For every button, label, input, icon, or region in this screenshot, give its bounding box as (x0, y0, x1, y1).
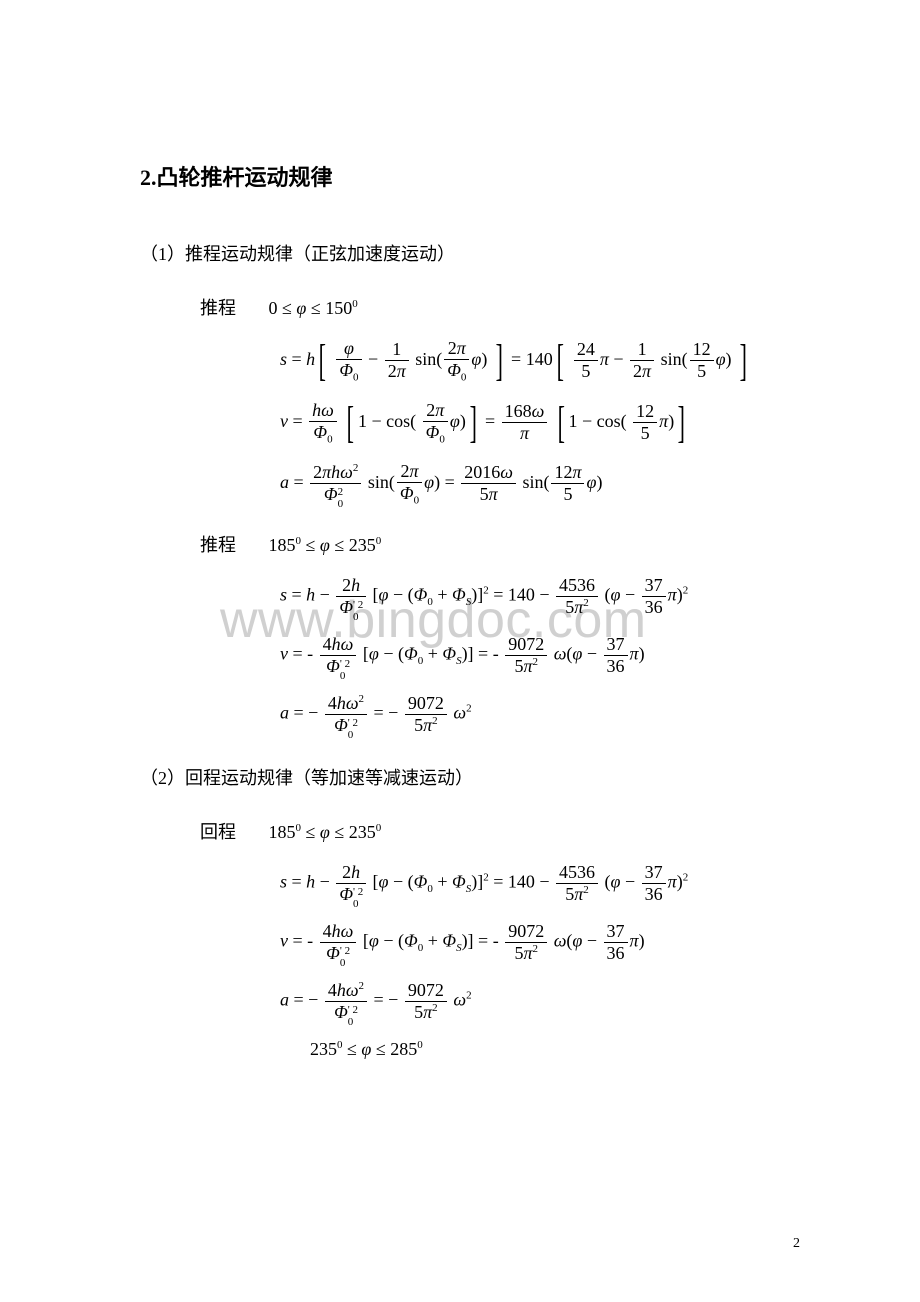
push-label-2: 推程 (200, 535, 236, 555)
eq-s2: s = h − 2hΦ' 20 [φ − (Φ0 + ΦS)]2 = 140 −… (280, 575, 800, 618)
eq-v1: v = hωΦ0 [1 − cos( 2πΦ0φ)] = 168ωπ [1 − … (280, 400, 800, 446)
eq-a2: a = − 4hω2Φ' 20 = − 90725π2 ω2 (280, 693, 800, 736)
eq-v2: v = - 4hωΦ' 20 [φ − (Φ0 + ΦS)] = - 90725… (280, 634, 800, 677)
push-range-1: 推程 0 ≤ φ ≤ 1500 (200, 294, 800, 320)
subsection-2: （2）回程运动规律（等加速等减速运动） (140, 764, 800, 790)
subsection-1: （1）推程运动规律（正弦加速度运动） (140, 240, 800, 266)
push-range-2: 推程 1850 ≤ φ ≤ 2350 (200, 531, 800, 557)
eq-s1: s = h[ φΦ0 − 12π sin(2πΦ0φ) ] = 140[ 245… (280, 338, 800, 384)
section-heading: 2.凸轮推杆运动规律 (140, 160, 800, 192)
eq-s3: s = h − 2hΦ' 20 [φ − (Φ0 + ΦS)]2 = 140 −… (280, 862, 800, 905)
return-range-1: 回程 1850 ≤ φ ≤ 2350 (200, 818, 800, 844)
page-content: 2.凸轮推杆运动规律 （1）推程运动规律（正弦加速度运动） 推程 0 ≤ φ ≤… (0, 0, 920, 1136)
eq-v3: v = - 4hωΦ' 20 [φ − (Φ0 + ΦS)] = - 90725… (280, 921, 800, 964)
eq-a1: a = 2πhω2Φ20 sin(2πΦ0φ) = 2016ω5π sin(12… (280, 461, 800, 507)
return-range-2: 2350 ≤ φ ≤ 2850 (310, 1039, 800, 1060)
heading-text: 凸轮推杆运动规律 (157, 165, 333, 190)
page-number: 2 (793, 1236, 800, 1252)
heading-number: 2. (140, 165, 157, 190)
return-label: 回程 (200, 822, 236, 842)
eq-a3: a = − 4hω2Φ' 20 = − 90725π2 ω2 (280, 980, 800, 1023)
push-label: 推程 (200, 298, 236, 318)
